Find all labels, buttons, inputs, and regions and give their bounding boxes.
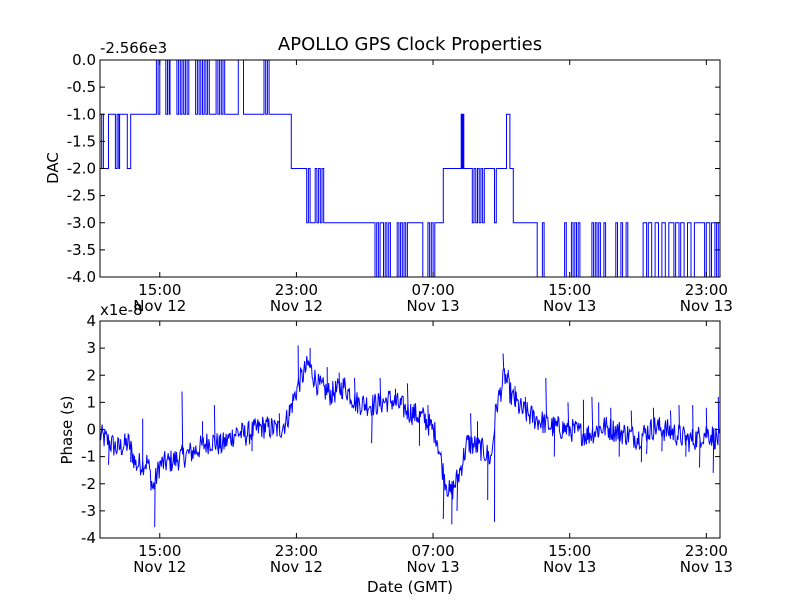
y-tick-label: -2.5 <box>67 187 96 205</box>
y-tick-label: -3 <box>81 502 96 520</box>
dac-ylabel: DAC <box>44 152 62 184</box>
x-tick-time-label: 15:00 <box>138 281 181 299</box>
x-tick-time-label: 07:00 <box>411 281 454 299</box>
x-tick-date-label: Nov 13 <box>543 558 596 576</box>
y-tick-label: -2 <box>81 475 96 493</box>
y-tick-label: 0.0 <box>72 51 96 69</box>
dac-axes-frame <box>99 59 721 278</box>
x-tick-time-label: 15:00 <box>548 542 591 560</box>
phase-offset-label: x1e-8 <box>100 301 143 319</box>
series-line <box>100 60 720 277</box>
figure-title: APOLLO GPS Clock Properties <box>278 34 542 55</box>
y-tick-label: 1 <box>86 393 96 411</box>
y-tick-label: -3.5 <box>67 241 96 259</box>
y-tick-label: -1 <box>81 448 96 466</box>
x-tick-time-label: 23:00 <box>275 542 318 560</box>
x-tick-date-label: Nov 13 <box>543 297 596 315</box>
y-tick-label: 2 <box>86 366 96 384</box>
y-tick-label: -1.0 <box>67 105 96 123</box>
y-tick-label: -0.5 <box>67 78 96 96</box>
x-tick-time-label: 23:00 <box>685 542 728 560</box>
dac-offset-label: -2.566e3 <box>100 39 167 57</box>
y-tick-label: -1.5 <box>67 132 96 150</box>
dac-panel: -2.566e3 DAC 0.0 -0.5 -1.0 -1.5 -2.0 -2.5 -3.0… <box>44 39 733 315</box>
phase-ylabel: Phase (s) <box>58 395 76 464</box>
x-tick-date-label: Nov 12 <box>270 558 323 576</box>
x-tick-time-label: 23:00 <box>275 281 318 299</box>
x-tick-date-label: Nov 13 <box>680 297 733 315</box>
phase-axes-frame <box>99 320 721 539</box>
x-tick-time-label: 07:00 <box>411 542 454 560</box>
y-tick-label: 0 <box>86 421 96 439</box>
x-tick-date-label: Nov 12 <box>270 297 323 315</box>
y-tick-label: 4 <box>86 312 96 330</box>
y-tick-label: -2.0 <box>67 160 96 178</box>
phase-series <box>100 345 720 528</box>
x-tick-date-label: Nov 13 <box>680 558 733 576</box>
phase-xlabel: Date (GMT) <box>367 578 453 596</box>
x-tick-date-label: Nov 13 <box>406 297 459 315</box>
x-tick-date-label: Nov 13 <box>406 558 459 576</box>
y-tick-label: -3.0 <box>67 214 96 232</box>
phase-yticks: 4 3 2 1 0 -1 -2 -3 -4 <box>81 312 720 547</box>
x-tick-date-label: Nov 12 <box>133 297 186 315</box>
x-tick-date-label: Nov 12 <box>133 558 186 576</box>
dac-yticks: 0.0 -0.5 -1.0 -1.5 -2.0 -2.5 -3.0 -3.5 -4.0 <box>67 51 720 286</box>
x-tick-time-label: 15:00 <box>548 281 591 299</box>
y-tick-label: -4 <box>81 529 96 547</box>
y-tick-label: -4.0 <box>67 268 96 286</box>
y-tick-label: 3 <box>86 339 96 357</box>
x-tick-time-label: 15:00 <box>138 542 181 560</box>
dac-series <box>100 60 720 277</box>
x-tick-time-label: 23:00 <box>685 281 728 299</box>
series-line <box>100 345 720 528</box>
